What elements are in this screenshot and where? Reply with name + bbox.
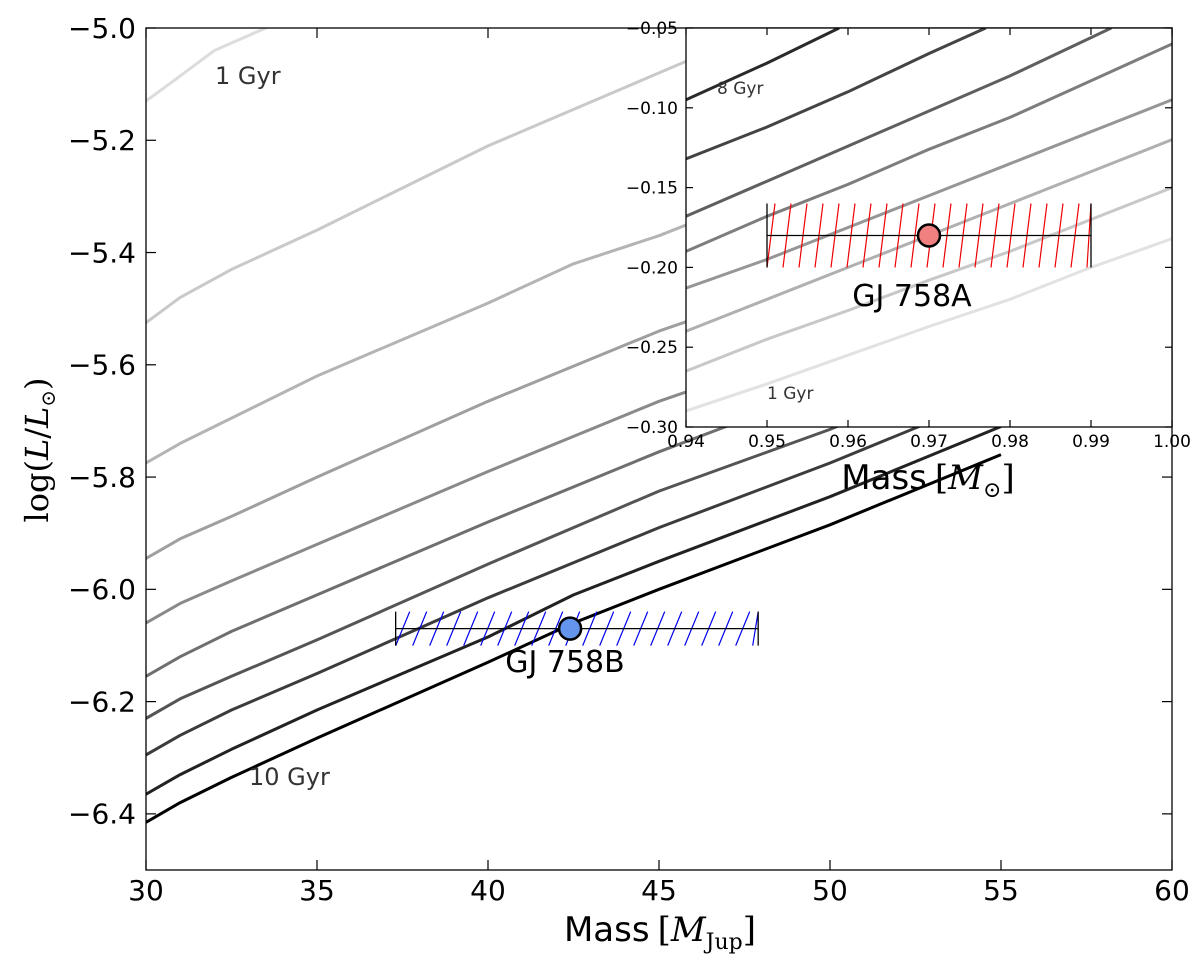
inset-x-axis-label-text: Mass <box>841 458 927 498</box>
main-object-gj758b <box>395 611 759 646</box>
inset-marker <box>916 223 942 248</box>
main-x-axis-unit-subscript: Jup <box>704 930 743 955</box>
inset-line-8gyr <box>686 28 840 102</box>
main-y-axis-label: log(L/L⊙) <box>18 378 60 523</box>
main-y-axis-label-slash: / <box>18 428 56 439</box>
main-x-axis-unit-symbol: M <box>670 910 707 950</box>
inset-x-axis-label: Mass [M⊙] <box>841 458 1014 503</box>
main-x-axis-label-text: Mass <box>564 910 650 950</box>
main-line-7gyr <box>146 357 1002 720</box>
y-tick-label: −5.8 <box>68 461 136 494</box>
inset-x-axis-bracket-close: ] <box>1001 458 1014 498</box>
main-line-9gyr <box>146 425 1002 796</box>
x-tick-label: 0.98 <box>991 432 1029 452</box>
x-tick-label: 0.95 <box>748 432 786 452</box>
y-tick-label: −5.4 <box>68 236 136 269</box>
y-tick-label: −5.2 <box>68 124 136 157</box>
main-x-axis-bracket-open: [ <box>658 910 671 950</box>
main-y-axis-label-suffix: ) <box>18 378 56 390</box>
x-tick-label: 45 <box>641 874 677 907</box>
x-tick-label: 35 <box>299 874 335 907</box>
main-y-axis-label-prefix: log( <box>18 460 56 522</box>
object-label-gj758a: GJ 758A <box>852 279 972 314</box>
y-tick-label: −6.0 <box>68 573 136 606</box>
y-tick-label: −6.2 <box>68 685 136 718</box>
inset-x-axis-unit-symbol: M <box>947 458 984 498</box>
main-y-axis-label-subscript: ⊙ <box>36 390 60 407</box>
inset-line-7gyr <box>686 28 987 161</box>
y-tick-label: −0.20 <box>626 258 678 278</box>
main-ticks: 30 35 40 45 50 55 60 −5.0 −5.2 −5.4 −5.6 −5.8 −6.0 −6… <box>68 12 1190 907</box>
inset-isochrone-label-8gyr: 8 Gyr <box>717 79 763 99</box>
y-tick-label: −0.15 <box>626 179 678 199</box>
y-tick-label: −0.30 <box>626 418 678 438</box>
y-tick-label: −5.6 <box>68 349 136 382</box>
main-y-axis-label-symbol-l2: L <box>18 407 56 429</box>
main-line-10gyr <box>146 453 1002 824</box>
main-x-axis-label: Mass [MJup] <box>564 910 756 955</box>
inset-x-axis-unit-subscript: ⊙ <box>983 478 1001 503</box>
main-y-axis-label-symbol-l: L <box>18 439 56 461</box>
x-tick-label: 0.96 <box>829 432 867 452</box>
object-label-gj758b: GJ 758B <box>505 645 624 680</box>
y-tick-label: −6.4 <box>68 798 136 831</box>
inset-isochrone-label-1gyr: 1 Gyr <box>767 384 813 404</box>
inset-axes: 0.94 0.95 0.96 0.97 0.98 0.99 1.00 −0.05 −0.10 −0… <box>626 19 1191 503</box>
x-tick-label: 55 <box>983 874 1019 907</box>
x-tick-label: 0.94 <box>667 432 705 452</box>
main-x-axis-bracket-close: ] <box>743 910 756 950</box>
isochrone-label-10gyr: 10 Gyr <box>249 763 330 791</box>
x-tick-label: 60 <box>1154 874 1190 907</box>
main-line-1gyr <box>146 28 270 103</box>
y-tick-label: −0.10 <box>626 99 678 119</box>
x-tick-label: 50 <box>812 874 848 907</box>
x-tick-label: 40 <box>470 874 506 907</box>
main-marker <box>557 616 583 641</box>
y-tick-label: −0.05 <box>626 19 678 39</box>
inset-line-6gyr <box>686 28 1112 218</box>
inset-object-gj758a <box>766 203 1092 268</box>
x-tick-label: 0.97 <box>910 432 948 452</box>
inset-x-axis-bracket-open: [ <box>935 458 948 498</box>
y-tick-label: −0.25 <box>626 338 678 358</box>
x-tick-label: 30 <box>128 874 164 907</box>
main-line-8gyr <box>146 391 1002 757</box>
inset-ticks: 0.94 0.95 0.96 0.97 0.98 0.99 1.00 −0.05 −0.10 −0… <box>626 19 1191 452</box>
isochrone-label-1gyr: 1 Gyr <box>215 62 281 90</box>
y-tick-label: −5.0 <box>68 12 136 45</box>
main-line-2gyr <box>146 28 768 324</box>
x-tick-label: 0.99 <box>1072 432 1110 452</box>
x-tick-label: 1.00 <box>1153 432 1191 452</box>
